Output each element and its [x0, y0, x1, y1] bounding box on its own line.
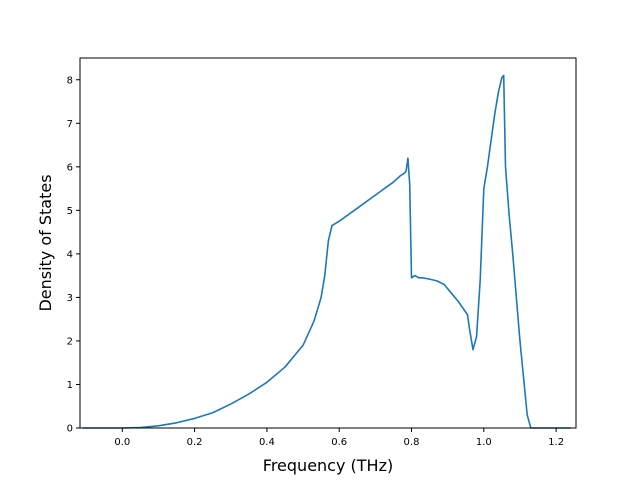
y-tick-label: 3 [67, 293, 73, 304]
x-tick-label: 0.4 [259, 437, 275, 448]
y-tick-label: 5 [67, 206, 73, 217]
y-tick-label: 6 [67, 162, 73, 173]
y-tick-label: 1 [67, 380, 73, 391]
x-tick-label: 0.8 [404, 437, 420, 448]
y-tick-label: 8 [67, 75, 73, 86]
y-tick-label: 0 [67, 424, 73, 435]
y-tick-label: 2 [67, 336, 73, 347]
x-tick-label: 0.2 [187, 437, 203, 448]
y-tick-label: 7 [67, 119, 73, 130]
x-tick-label: 1.2 [548, 437, 564, 448]
y-axis: 0 1 2 3 4 5 6 7 8 [67, 75, 80, 435]
x-tick-label: 0.0 [114, 437, 130, 448]
y-axis-label: Density of States [36, 174, 55, 311]
series-line [82, 74, 571, 429]
x-tick-label: 0.6 [331, 437, 347, 448]
x-tick-label: 1.0 [476, 437, 492, 448]
series-layer [82, 74, 571, 429]
x-axis-label: Frequency (THz) [263, 456, 393, 475]
plot-frame [79, 57, 577, 429]
y-tick-label: 4 [67, 249, 73, 260]
x-axis: 0.0 0.2 0.4 0.6 0.8 1.0 1.2 [114, 428, 564, 448]
